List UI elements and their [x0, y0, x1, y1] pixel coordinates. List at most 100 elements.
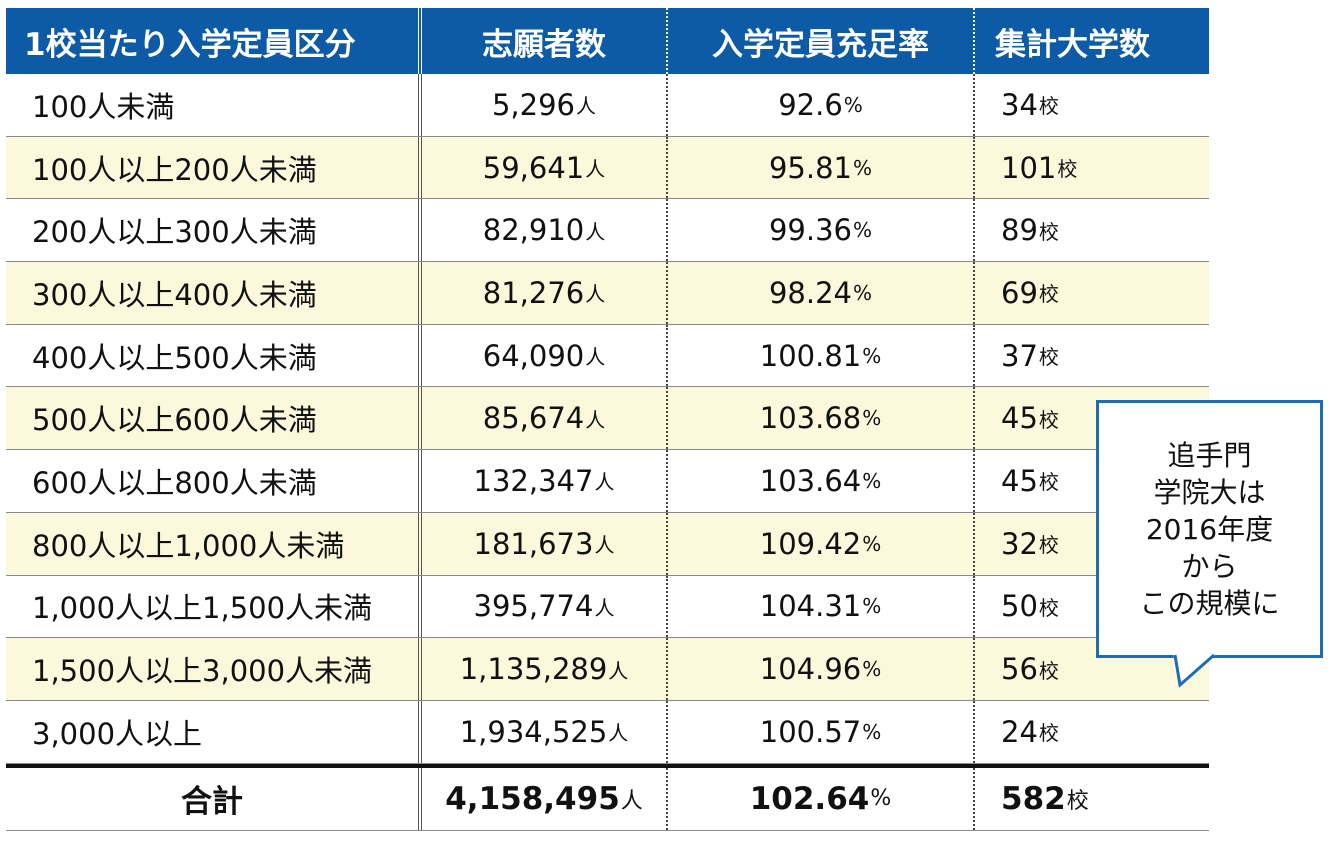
- row-fill-rate-unit: %: [862, 531, 882, 556]
- header-category: 1校当たり入学定員区分: [24, 26, 356, 63]
- row-universities: 89 校: [973, 199, 1209, 262]
- total-label: 合計: [181, 784, 243, 821]
- row-universities-unit: 校: [1038, 407, 1059, 432]
- row-fill-rate-value: 100.57: [759, 714, 862, 749]
- row-applicants-unit: 人: [585, 219, 606, 244]
- row-universities: 45 校: [973, 450, 1209, 512]
- row-fill-rate: 100.81%: [666, 324, 973, 387]
- table-row: 1,500人以上3,000人未満 1,135,289 人 104.96% 56 校: [6, 638, 1209, 701]
- row-universities-unit: 校: [1038, 533, 1059, 558]
- table-header: 1校当たり入学定員区分 志願者数 入学定員充足率 集計大学数: [6, 8, 1209, 74]
- total-fill-rate-value: 102.64: [749, 780, 870, 817]
- row-fill-rate-value: 99.36: [768, 213, 852, 248]
- table-row: 100人以上200人未満 59,641 人 95.81% 101 校: [6, 136, 1209, 200]
- total-fill-rate-unit: %: [870, 786, 892, 812]
- row-applicants: 81,276 人: [418, 262, 666, 324]
- row-applicants: 59,641 人: [418, 136, 666, 199]
- row-universities: 37 校: [973, 324, 1209, 387]
- row-applicants-unit: 人: [594, 595, 615, 620]
- row-universities-value: 24: [1001, 714, 1038, 749]
- header-applicants: 志願者数: [418, 8, 666, 74]
- table-row: 1,000人以上1,500人未満 395,774 人 104.31% 50 校: [6, 575, 1209, 639]
- row-universities: 101 校: [973, 136, 1209, 199]
- total-applicants-unit: 人: [620, 788, 643, 814]
- row-fill-rate-value: 104.96: [759, 652, 862, 687]
- table-row: 200人以上300人未満 82,910 人 99.36% 89 校: [6, 199, 1209, 263]
- row-fill-rate: 95.81%: [666, 136, 973, 199]
- row-applicants-value: 132,347: [473, 463, 594, 498]
- row-fill-rate: 104.31%: [666, 575, 973, 638]
- row-applicants-value: 64,090: [482, 338, 585, 373]
- row-applicants-unit: 人: [608, 658, 629, 683]
- row-universities-value: 34: [1001, 87, 1038, 122]
- row-fill-rate: 109.42%: [666, 512, 973, 575]
- row-fill-rate-unit: %: [853, 280, 873, 305]
- row-universities-value: 32: [1001, 526, 1038, 561]
- row-fill-rate-unit: %: [862, 594, 882, 619]
- total-row: 合計 4,158,495 人 102.64% 582 校: [6, 763, 1209, 831]
- row-fill-rate: 104.96%: [666, 638, 973, 700]
- row-fill-rate-value: 95.81: [768, 150, 852, 185]
- table-row: 400人以上500人未満 64,090 人 100.81% 37 校: [6, 324, 1209, 388]
- row-universities-value: 50: [1001, 589, 1038, 624]
- row-applicants: 1,135,289 人: [418, 638, 666, 700]
- row-category: 600人以上800人未満: [32, 465, 317, 500]
- row-applicants: 181,673 人: [418, 512, 666, 575]
- row-applicants-value: 59,641: [482, 150, 585, 185]
- row-fill-rate-value: 92.6: [778, 87, 843, 122]
- total-applicants: 4,158,495 人: [418, 767, 666, 830]
- row-applicants-unit: 人: [594, 533, 615, 558]
- row-category: 400人以上500人未満: [32, 340, 317, 375]
- row-universities: 24 校: [973, 700, 1209, 763]
- total-universities-value: 582: [1001, 780, 1066, 817]
- row-universities-unit: 校: [1038, 219, 1059, 244]
- callout-line: 学院大は: [1153, 475, 1266, 509]
- row-applicants-value: 81,276: [482, 275, 585, 310]
- row-universities: 50 校: [973, 575, 1209, 638]
- total-applicants-value: 4,158,495: [445, 780, 620, 817]
- row-applicants-value: 5,296: [491, 87, 576, 122]
- callout-line: 2016年度: [1145, 512, 1274, 546]
- row-fill-rate-value: 104.31: [759, 589, 862, 624]
- callout-line: この規模に: [1139, 586, 1280, 620]
- total-fill-rate: 102.64%: [666, 767, 973, 830]
- row-universities: 34 校: [973, 74, 1209, 136]
- row-applicants: 395,774 人: [418, 575, 666, 638]
- row-applicants-value: 1,135,289: [459, 652, 608, 687]
- row-universities-value: 101: [1001, 150, 1057, 185]
- data-table: 1校当たり入学定員区分 志願者数 入学定員充足率 集計大学数 100人未満 5,2…: [6, 8, 1209, 831]
- row-fill-rate: 100.57%: [666, 700, 973, 763]
- row-applicants: 85,674 人: [418, 387, 666, 450]
- callout-box: 追手門 学院大は 2016年度 から この規模に: [1096, 400, 1323, 658]
- table-row: 800人以上1,000人未満 181,673 人 109.42% 32 校: [6, 512, 1209, 576]
- row-fill-rate: 98.24%: [666, 262, 973, 324]
- row-universities-value: 45: [1001, 401, 1038, 436]
- row-applicants-unit: 人: [585, 345, 606, 370]
- row-applicants-unit: 人: [608, 721, 629, 746]
- row-universities: 45 校: [973, 387, 1209, 450]
- header-universities: 集計大学数: [973, 8, 1209, 74]
- row-fill-rate-value: 98.24: [768, 275, 852, 310]
- row-category: 800人以上1,000人未満: [32, 528, 345, 563]
- row-universities-unit: 校: [1038, 94, 1059, 119]
- row-applicants-value: 85,674: [482, 401, 585, 436]
- row-fill-rate: 99.36%: [666, 199, 973, 262]
- row-fill-rate-value: 103.64: [759, 463, 862, 498]
- row-fill-rate-unit: %: [862, 406, 882, 431]
- row-category: 200人以上300人未満: [32, 215, 317, 250]
- table-row: 500人以上600人未満 85,674 人 103.68% 45 校: [6, 387, 1209, 451]
- row-universities-value: 89: [1001, 213, 1038, 248]
- table-row: 100人未満 5,296 人 92.6% 34 校: [6, 74, 1209, 137]
- callout-line: 追手門: [1167, 438, 1252, 472]
- table-body: 100人未満 5,296 人 92.6% 34 校 100人以上200人未満 59,641 人 9…: [6, 74, 1209, 764]
- row-applicants-unit: 人: [585, 282, 606, 307]
- row-category: 1,500人以上3,000人未満: [32, 654, 373, 689]
- callout-tail: [1173, 654, 1216, 688]
- total-universities-unit: 校: [1066, 788, 1089, 814]
- total-universities: 582 校: [973, 767, 1209, 830]
- row-fill-rate-unit: %: [862, 719, 882, 744]
- row-category: 500人以上600人未満: [32, 403, 317, 438]
- row-applicants-unit: 人: [594, 470, 615, 495]
- row-category: 300人以上400人未満: [32, 277, 317, 312]
- row-universities-value: 37: [1001, 338, 1038, 373]
